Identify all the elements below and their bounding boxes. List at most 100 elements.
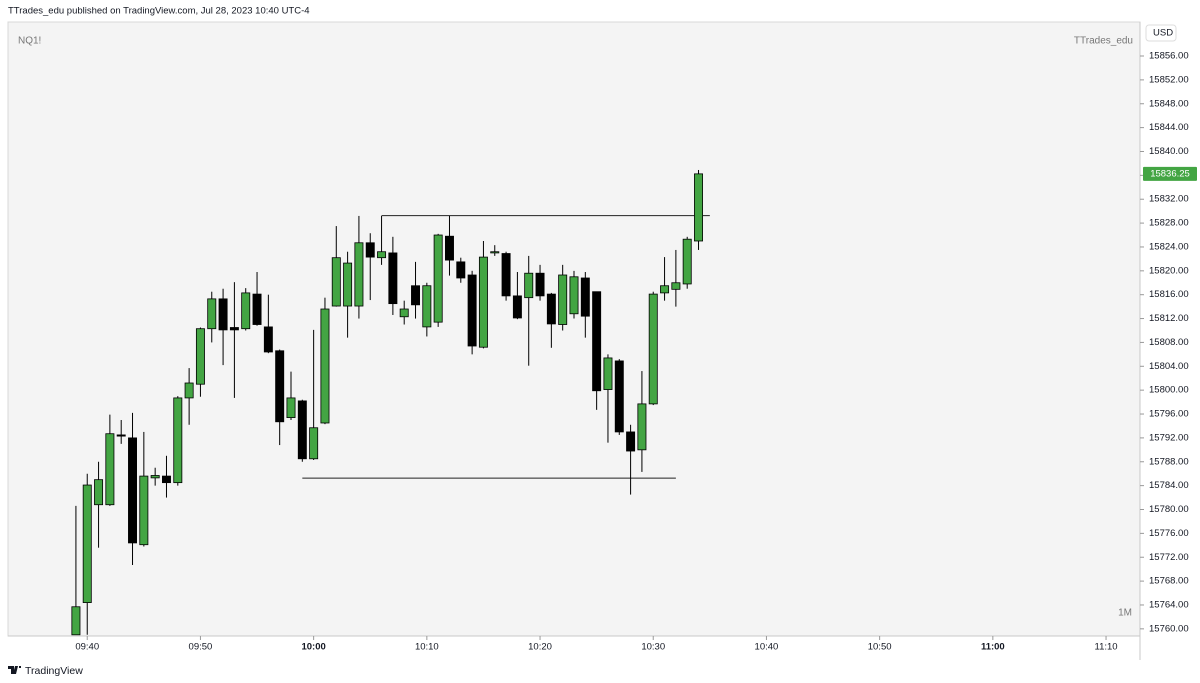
last-price-label: 15836.25 [1150,168,1190,179]
candle-body [94,479,104,506]
candle-body [614,360,624,433]
candle-body [150,475,160,479]
candle-body [422,285,432,328]
y-tick-label: 15816.00 [1149,289,1189,300]
candle-body [558,274,568,325]
candle-body [456,261,466,279]
candle-body [377,251,387,259]
y-tick-label: 15828.00 [1149,218,1189,229]
plot-area [7,21,1141,637]
currency[interactable]: USD [1153,28,1173,39]
candle-body [286,397,296,419]
y-tick-label: 15844.00 [1149,122,1189,133]
candle-body [229,327,239,331]
candle-body [592,291,602,392]
candle-body [309,427,319,460]
candle-body [524,272,534,299]
candle-body [354,242,364,307]
x-tick-label: 10:20 [528,642,552,653]
candle-body [433,234,443,323]
candle-body [535,272,545,297]
y-tick-label: 15852.00 [1149,74,1189,85]
x-tick-label: 10:10 [415,642,439,653]
y-tick-label: 15804.00 [1149,361,1189,372]
x-tick-label: 10:30 [641,642,665,653]
x-tick-label: 11:10 [1095,642,1118,653]
candle-body [162,475,171,484]
candle-body [218,298,228,331]
candle-body [275,350,285,423]
candle-body [682,238,692,285]
currency-box[interactable] [1145,24,1177,42]
candle-body [207,298,217,330]
y-tick-label: 15848.00 [1149,98,1189,109]
candle-body [411,285,420,306]
candle-body [694,173,703,242]
candle-body [467,274,477,347]
y-tick-label: 15840.00 [1149,146,1189,157]
y-tick-label: 15776.00 [1149,528,1189,539]
candle-body [184,382,194,399]
y-tick-label: 15772.00 [1149,552,1189,563]
candle-body [365,242,375,258]
candle-body [512,295,522,319]
candle-body [139,475,149,546]
interval: 1M [1118,608,1132,619]
symbol: NQ1! [18,36,41,47]
y-tick-label: 15824.00 [1149,241,1189,252]
y-tick-label: 15796.00 [1149,409,1189,420]
y-tick-label: 15812.00 [1149,313,1189,324]
candle-body [297,400,307,460]
candle-body [660,285,670,294]
candle-body [320,308,330,424]
y-tick-label: 15800.00 [1149,385,1189,396]
y-tick-label: 15820.00 [1149,265,1189,276]
y-tick-label: 15780.00 [1149,504,1189,515]
y-tick-label: 15788.00 [1149,456,1189,467]
y-tick-label: 15832.00 [1149,194,1189,205]
candle-body [331,257,341,307]
y-tick-label: 15784.00 [1149,480,1189,491]
candle-body [580,277,590,317]
candle-body [241,292,251,330]
candle-body [388,252,398,305]
candle-body [603,357,613,390]
candle-body [82,484,92,603]
candle-body [71,606,81,636]
candle-body [343,262,353,307]
x-tick-label: 10:50 [868,642,892,653]
candle-body [173,397,183,484]
x-tick-label: 11:00 [981,642,1005,653]
x-tick-label: 10:00 [301,642,325,653]
y-tick-label: 15768.00 [1149,576,1189,587]
y-tick-label: 15764.00 [1149,599,1189,610]
header: TTrades_edu published on TradingView.com… [8,6,310,17]
candle-body [501,253,511,297]
candle-body [648,293,658,405]
candle-body [263,326,273,353]
candle-body [252,293,262,325]
candle-body [116,434,126,437]
y-tick-label: 15792.00 [1149,432,1189,443]
x-tick-label: 09:40 [75,642,99,653]
candle-body [399,308,409,318]
logo [8,666,21,674]
candle-body [569,276,579,315]
candle-body [445,235,454,261]
candle-body [671,282,681,290]
candle-body [105,433,115,506]
candle-body [195,328,205,385]
footer: TradingView [25,665,83,677]
candle-body [128,437,137,544]
last-price-box [1143,166,1197,181]
candle-body [490,251,500,254]
x-tick-label: 09:50 [189,642,213,653]
watermark: TTrades_edu [1074,36,1133,47]
candle-body [637,403,647,451]
y-tick-label: 15760.00 [1149,623,1189,634]
candle-body [626,431,636,452]
candle-body [478,256,488,348]
candle-body [546,293,556,325]
y-tick-label: 15856.00 [1149,51,1189,62]
